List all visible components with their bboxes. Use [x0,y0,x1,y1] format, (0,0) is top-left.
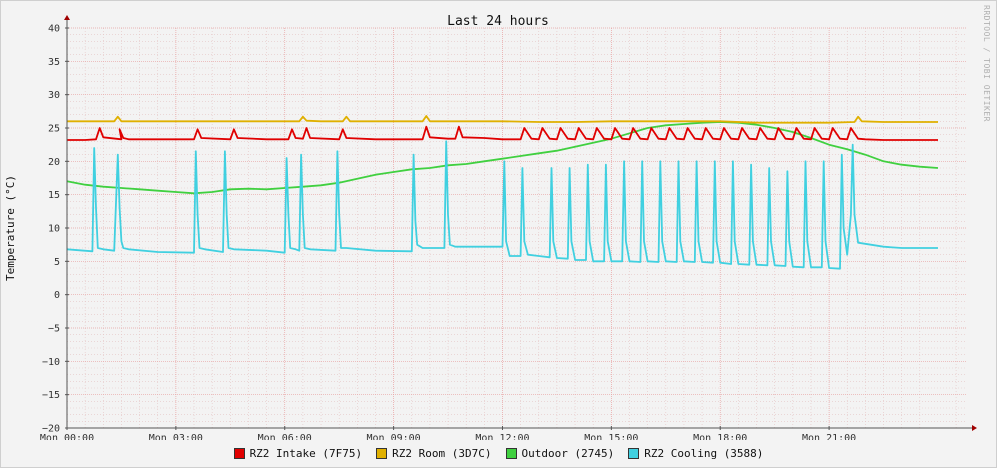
y-tick-label: 30 [48,90,60,101]
y-tick-label: 25 [48,124,60,135]
y-tick-label: 10 [48,224,60,235]
y-tick-label: 40 [48,24,60,35]
x-tick-label: Mon 03:00 [149,433,203,440]
x-tick-label: Mon 21:00 [802,433,856,440]
y-axis-arrow [64,15,70,20]
y-tick-labels: −20 −15 −10 −5 0 5 10 15 20 25 30 35 40 [42,24,60,435]
legend-item: Outdoor (2745) [505,446,615,460]
y-tick-label: −10 [42,357,60,368]
x-tick-label: Mon 15:00 [584,433,638,440]
x-tick-label: Mon 18:00 [693,433,747,440]
legend-swatch [233,447,245,459]
legend-label: RZ2 Room (3D7C) [392,446,492,460]
x-tick-label: Mon 06:00 [258,433,312,440]
legend-item: RZ2 Room (3D7C) [376,446,492,460]
series-line [67,125,938,141]
y-tick-label: 5 [54,257,60,268]
x-tick-label: Mon 12:00 [475,433,529,440]
y-tick-label: 15 [48,190,60,201]
series-line [66,140,938,270]
y-tick-label: −5 [48,324,60,335]
legend-swatch [376,447,388,459]
legend-label: RZ2 Cooling (3588) [644,446,764,460]
legend-item: RZ2 Intake (7F75) [233,446,363,460]
x-tick-label: Mon 00:00 [40,433,94,440]
major-grid [66,27,967,429]
watermark: RRDTOOL / TOBI OETIKER [982,5,991,122]
y-tick-label: 35 [48,57,60,68]
x-tick-labels: Mon 00:00 Mon 03:00 Mon 06:00 Mon 09:00 Mon … [40,433,856,440]
legend: RZ2 Intake (7F75) RZ2 Room (3D7C) Outdoor … [0,444,997,462]
series-line [67,115,938,124]
legend-label: Outdoor (2745) [521,446,615,460]
y-axis-label: Temperature (°C) [4,175,17,281]
legend-swatch [628,447,640,459]
series-layer [66,115,939,270]
axes [64,15,977,431]
legend-swatch [505,447,517,459]
y-tick-label: −15 [42,390,60,401]
chart-title: Last 24 hours [447,14,549,29]
legend-label: RZ2 Intake (7F75) [249,446,363,460]
x-tick-label: Mon 09:00 [367,433,421,440]
y-tick-label: 20 [48,157,60,168]
y-tick-label: 0 [54,290,60,301]
series-line [66,121,939,195]
x-axis-arrow [972,425,977,431]
y-tick-label: −20 [42,424,60,435]
legend-item: RZ2 Cooling (3588) [628,447,763,460]
